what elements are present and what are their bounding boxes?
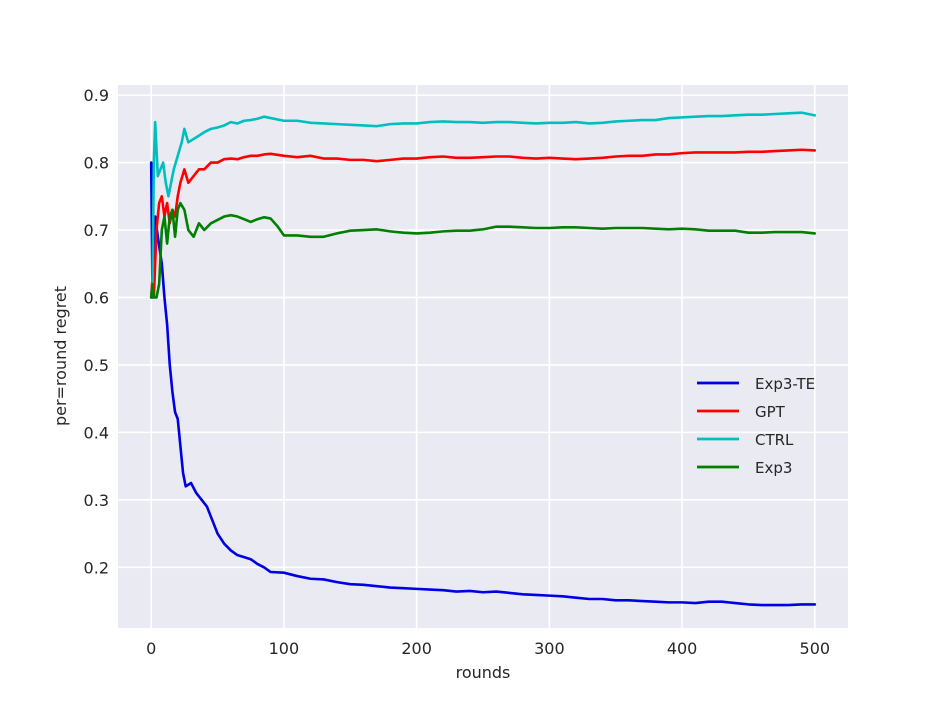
x-axis-label: rounds — [456, 663, 511, 682]
x-tick-label: 0 — [146, 639, 156, 658]
y-tick-label: 0.4 — [84, 423, 109, 442]
series-lines — [149, 111, 817, 607]
y-tick-label: 0.8 — [84, 154, 109, 173]
legend-label: Exp3-TE — [755, 375, 815, 393]
legend-label: GPT — [755, 403, 786, 421]
y-tick-label: 0.7 — [84, 221, 109, 240]
series-line-exp3-te — [149, 161, 817, 607]
series-line-ctrl — [149, 111, 817, 299]
legend-label: Exp3 — [755, 459, 792, 477]
x-tick-label: 400 — [667, 639, 698, 658]
y-tick-label: 0.3 — [84, 491, 109, 510]
y-tick-label: 0.9 — [84, 86, 109, 105]
x-tick-label: 500 — [800, 639, 831, 658]
legend: Exp3-TE GPT CTRL Exp3 — [697, 375, 815, 477]
y-axis-label: per=round regret — [51, 286, 70, 426]
x-tick-label: 200 — [401, 639, 432, 658]
x-tick-label: 300 — [534, 639, 565, 658]
grid-lines — [118, 85, 848, 628]
legend-label: CTRL — [755, 431, 794, 449]
x-tick-labels: 0 100 200 300 400 500 — [146, 639, 830, 658]
y-tick-label: 0.2 — [84, 558, 109, 577]
series-line-exp3 — [149, 201, 817, 299]
series-line-gpt — [149, 148, 817, 299]
y-tick-labels: 0.2 0.3 0.4 0.5 0.6 0.7 0.8 0.9 — [84, 86, 109, 577]
y-tick-label: 0.6 — [84, 288, 109, 307]
y-tick-label: 0.5 — [84, 356, 109, 375]
plot-background — [118, 85, 848, 628]
x-tick-label: 100 — [269, 639, 300, 658]
